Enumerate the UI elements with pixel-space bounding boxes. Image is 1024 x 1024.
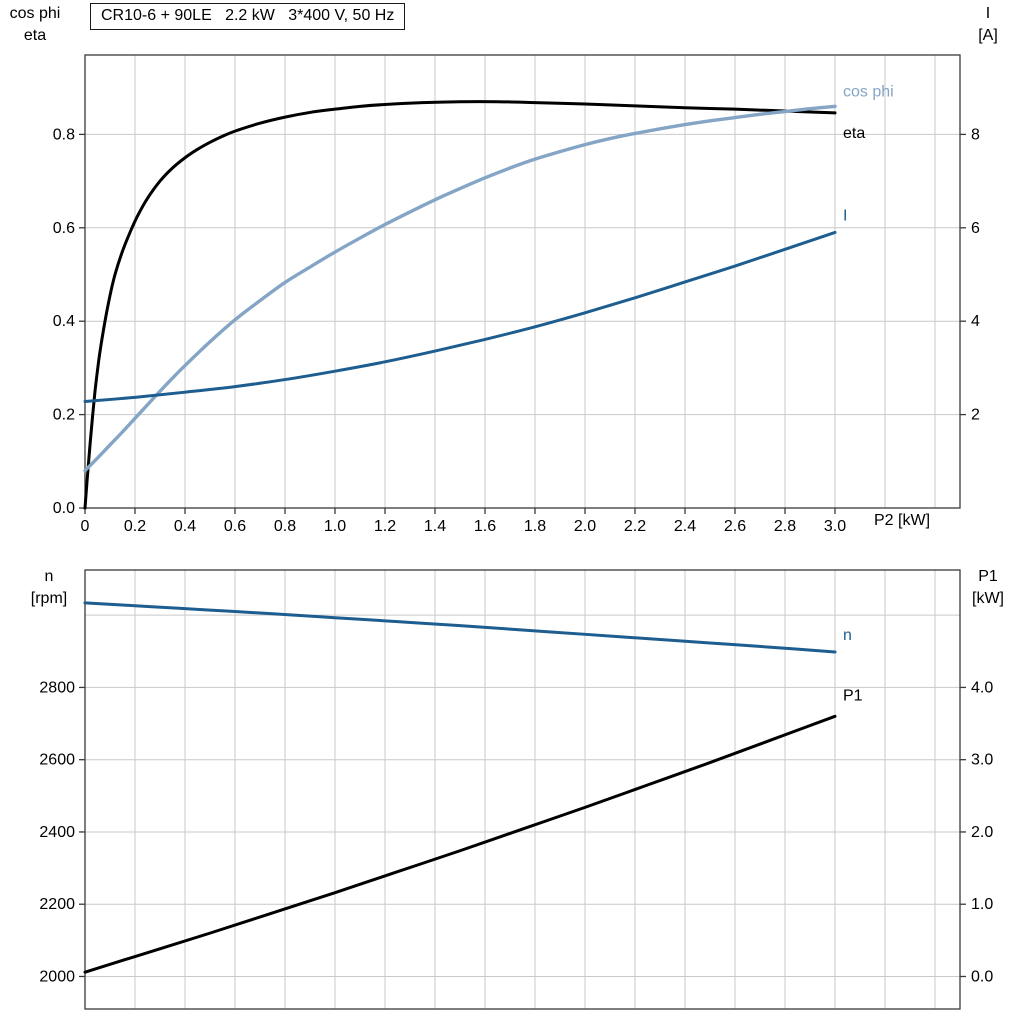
y-left-tick-label: 2800 — [39, 679, 75, 696]
motor-performance-bottom: 2000 2200 2400 2600 2800 0.0 1.0 2.0 3.0 4.0 n P1 — [39, 569, 993, 1010]
x-tick-label: 2.4 — [674, 518, 696, 535]
y-right-tick-label: 3.0 — [971, 752, 993, 769]
y-right-tick-label: 8 — [971, 126, 980, 143]
x-tick-label: 2.0 — [574, 518, 596, 535]
y-right-tick-label: 6 — [971, 220, 980, 237]
curve-cos phi — [83, 104, 837, 473]
x-tick-label: 0.8 — [274, 518, 296, 535]
y-left-tick-label: 0.2 — [53, 407, 75, 424]
x-tick-label: 0.4 — [174, 518, 196, 535]
plot-frame — [84, 569, 961, 1010]
plot-frame — [84, 54, 961, 509]
x-tick-label: 1.6 — [474, 518, 496, 535]
x-tick-label: 3.0 — [824, 518, 846, 535]
chart-title-box: CR10-6 + 90LE 2.2 kW 3*400 V, 50 Hz — [90, 3, 406, 30]
y-right-tick-label: 4.0 — [971, 679, 993, 696]
tick-labels: 0 0.2 0.4 0.6 0.8 1.0 1.2 1.4 1.6 1.8 2.0 2.2 2.4 2.6… — [53, 126, 980, 535]
y-left-tick-label: 2000 — [39, 968, 75, 985]
current-axis-symbol: I — [985, 5, 991, 22]
x-axis-label: P2 [kW] — [874, 512, 931, 529]
current-axis-title: I [A] — [958, 3, 1018, 47]
curve-I — [83, 230, 837, 404]
y-right-tick-label: 0.0 — [971, 968, 993, 985]
y-left-tick-label: 0.4 — [53, 313, 75, 330]
speed-axis-symbol: n — [44, 568, 54, 585]
curve-label-I: I — [843, 207, 847, 224]
cos-phi-axis-label: cos phi — [9, 5, 61, 22]
y-right-tick-label: 2 — [971, 407, 980, 424]
y-right-tick-label: 2.0 — [971, 824, 993, 841]
y-left-tick-label: 2200 — [39, 896, 75, 913]
p1-axis-title: P1 [kW] — [956, 566, 1020, 610]
x-tick-label: 2.6 — [724, 518, 746, 535]
p1-axis-symbol: P1 — [978, 568, 998, 585]
speed-axis-title: n [rpm] — [14, 566, 84, 610]
x-tick-label: 1.2 — [374, 518, 396, 535]
curve-n — [83, 601, 837, 654]
top-left-axis-title: cos phi eta — [0, 3, 70, 47]
y-left-tick-label: 2600 — [39, 752, 75, 769]
x-tick-label: 1.0 — [324, 518, 346, 535]
y-left-tick-label: 0.6 — [53, 220, 75, 237]
current-axis-unit: [A] — [978, 27, 998, 44]
curve-P1 — [83, 714, 837, 974]
eta-axis-label: eta — [23, 27, 47, 44]
gridlines — [85, 570, 960, 1009]
gridlines — [85, 55, 960, 508]
x-tick-label: 0.2 — [124, 518, 146, 535]
x-tick-label: 0.6 — [224, 518, 246, 535]
motor-performance-top: 0 0.2 0.4 0.6 0.8 1.0 1.2 1.4 1.6 1.8 2.0 2.2 2.4 2.6… — [53, 54, 980, 535]
y-left-tick-label: 0.0 — [53, 500, 75, 517]
curve-label-eta: eta — [843, 125, 865, 142]
p1-axis-unit: [kW] — [972, 590, 1004, 607]
y-right-tick-label: 4 — [971, 313, 980, 330]
curve-label-P1: P1 — [843, 687, 863, 704]
x-tick-label: 1.8 — [524, 518, 546, 535]
y-right-tick-label: 1.0 — [971, 896, 993, 913]
x-tick-label: 2.8 — [774, 518, 796, 535]
speed-axis-unit: [rpm] — [30, 590, 68, 607]
curve-label-cos phi: cos phi — [843, 83, 894, 100]
x-tick-label: 2.2 — [624, 518, 646, 535]
x-tick-label: 0 — [81, 518, 90, 535]
y-left-tick-label: 0.8 — [53, 126, 75, 143]
curve-label-n: n — [843, 627, 852, 644]
y-left-tick-label: 2400 — [39, 824, 75, 841]
x-tick-label: 1.4 — [424, 518, 446, 535]
curve-eta — [83, 100, 837, 510]
tick-labels: 2000 2200 2400 2600 2800 0.0 1.0 2.0 3.0 4.0 — [39, 679, 993, 985]
